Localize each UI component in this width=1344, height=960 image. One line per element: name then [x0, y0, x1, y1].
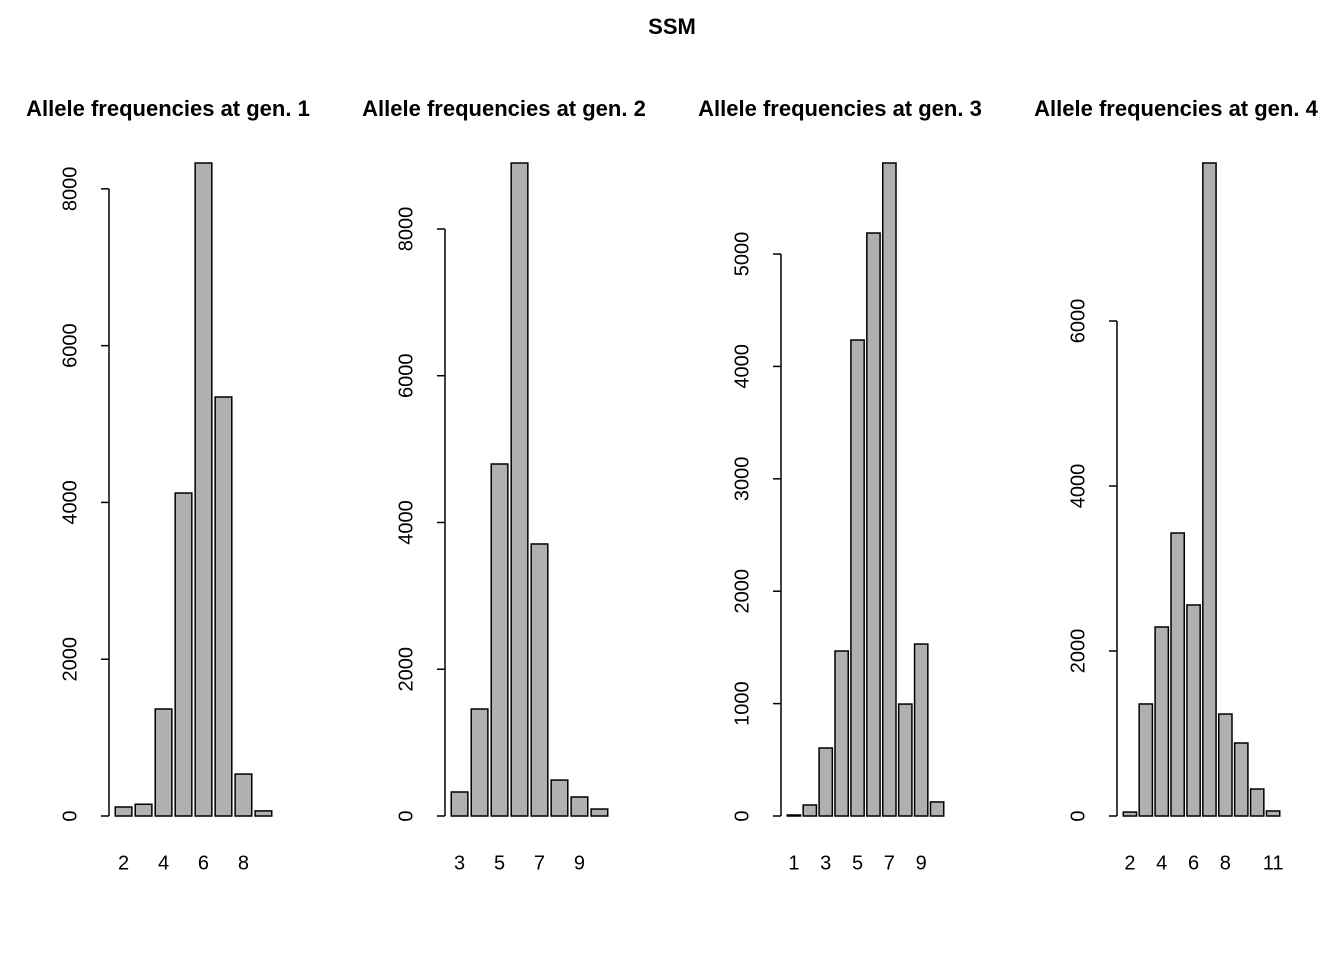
bar — [802, 804, 818, 817]
bar — [929, 801, 945, 817]
y-tick-label: 3000 — [731, 457, 753, 502]
y-tick-label: 2000 — [1067, 629, 1089, 674]
x-tick-label: 3 — [820, 852, 831, 874]
bar — [1138, 703, 1154, 817]
x-tick-label: 5 — [852, 852, 863, 874]
bar — [897, 703, 913, 817]
y-tick-label: 0 — [1067, 810, 1089, 821]
main-title: SSM — [648, 14, 696, 39]
x-tick-label: 11 — [1263, 852, 1284, 874]
x-tick-label: 8 — [238, 852, 249, 874]
bar — [881, 162, 897, 817]
x-tick-label: 3 — [454, 852, 465, 874]
y-tick-label: 4000 — [395, 500, 417, 545]
bar — [254, 810, 273, 817]
bar — [1217, 713, 1233, 817]
bar — [866, 232, 881, 817]
x-tick-label: 7 — [884, 852, 895, 874]
panel-title: Allele frequencies at gen. 4 — [1034, 96, 1318, 121]
bar — [818, 747, 834, 817]
y-tick-label: 0 — [731, 810, 753, 821]
bar — [154, 708, 173, 817]
bar — [214, 396, 233, 817]
y-tick-label: 0 — [59, 810, 81, 821]
y-tick-label: 8000 — [395, 207, 417, 252]
x-tick-label: 7 — [534, 852, 545, 874]
x-tick-label: 2 — [1124, 852, 1135, 874]
y-tick-label: 6000 — [1067, 299, 1089, 344]
y-tick-label: 6000 — [395, 353, 417, 398]
bar — [1249, 788, 1265, 817]
y-tick-label: 2000 — [395, 647, 417, 692]
bar — [570, 796, 589, 817]
x-tick-label: 4 — [158, 852, 169, 874]
y-tick-label: 4000 — [1067, 464, 1089, 509]
x-tick-label: 6 — [1188, 852, 1199, 874]
bar — [913, 643, 929, 817]
x-tick-label: 5 — [494, 852, 505, 874]
y-tick-label: 5000 — [731, 232, 753, 277]
x-tick-label: 9 — [574, 852, 585, 874]
panel-title: Allele frequencies at gen. 1 — [26, 96, 310, 121]
y-tick-label: 2000 — [731, 569, 753, 614]
bar — [1265, 810, 1281, 817]
bar — [1233, 742, 1249, 817]
x-tick-label: 6 — [198, 852, 209, 874]
y-tick-label: 4000 — [59, 480, 81, 525]
bar — [590, 808, 609, 817]
y-tick-label: 1000 — [731, 681, 753, 726]
bar — [114, 806, 133, 817]
x-tick-label: 9 — [916, 852, 927, 874]
bar — [530, 543, 549, 817]
bar — [134, 803, 153, 817]
bar — [450, 791, 469, 817]
panel-title: Allele frequencies at gen. 2 — [362, 96, 646, 121]
y-tick-label: 4000 — [731, 344, 753, 389]
bar — [550, 779, 569, 817]
y-tick-label: 0 — [395, 810, 417, 821]
bar — [1154, 626, 1170, 817]
x-tick-label: 2 — [118, 852, 129, 874]
bar — [1202, 162, 1217, 817]
bar — [234, 773, 253, 817]
y-tick-label: 2000 — [59, 637, 81, 682]
y-tick-label: 6000 — [59, 323, 81, 368]
bar — [174, 492, 193, 817]
bar — [834, 650, 850, 817]
x-tick-label: 8 — [1220, 852, 1231, 874]
panel-title: Allele frequencies at gen. 3 — [698, 96, 982, 121]
bar — [786, 814, 802, 817]
bar — [1122, 811, 1138, 817]
bar — [510, 162, 529, 817]
x-tick-label: 4 — [1156, 852, 1167, 874]
bar — [850, 339, 865, 817]
bar — [1170, 532, 1186, 817]
bar — [470, 708, 489, 817]
bar — [490, 463, 509, 817]
y-tick-label: 8000 — [59, 167, 81, 212]
x-tick-label: 1 — [788, 852, 799, 874]
bar — [1186, 604, 1201, 817]
bar — [194, 162, 213, 817]
